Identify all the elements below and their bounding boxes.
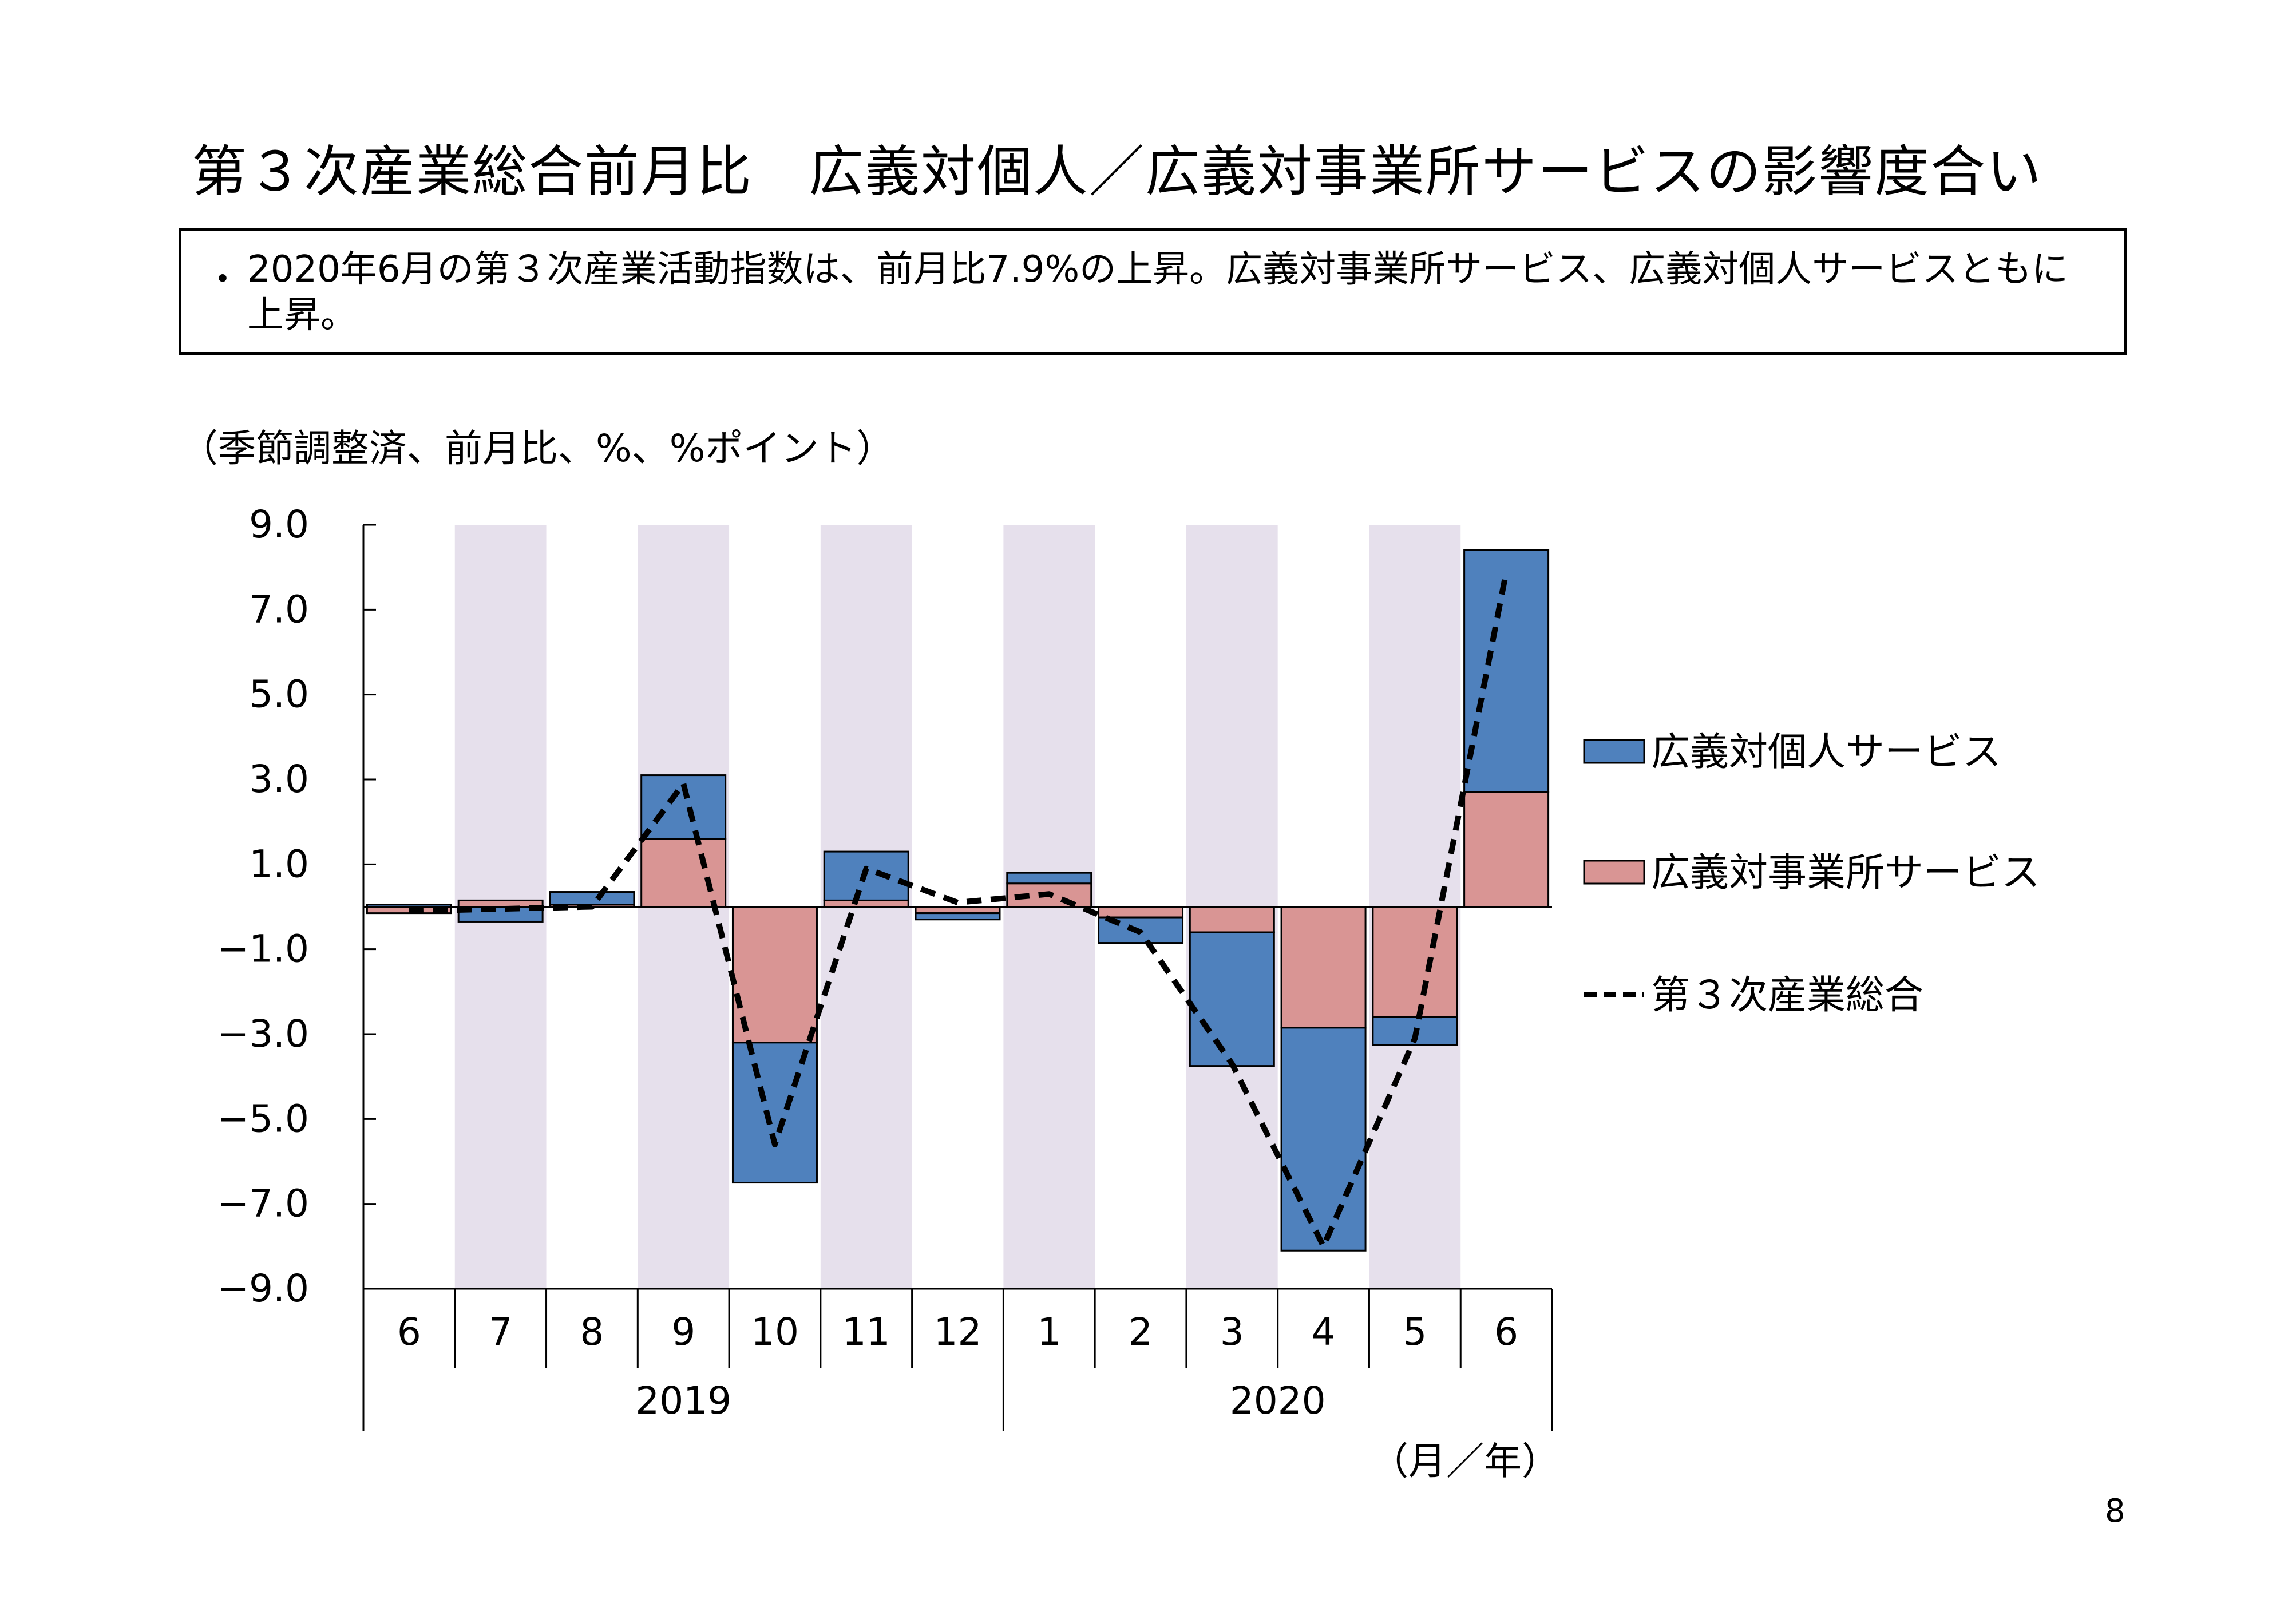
y-tick-label: −3.0 <box>217 1012 309 1056</box>
x-tick-label: 9 <box>671 1310 695 1354</box>
x-tick-label: 5 <box>1403 1310 1427 1354</box>
y-tick-label: 5.0 <box>249 672 309 717</box>
bar-segment-personal <box>549 891 635 906</box>
x-tick-label: 4 <box>1312 1310 1336 1354</box>
bar-segment-business <box>1280 906 1367 1029</box>
y-tick-label: −7.0 <box>217 1182 309 1226</box>
x-tick-label: 3 <box>1220 1310 1244 1354</box>
legend-label: 広義対個人サービス <box>1651 730 2001 775</box>
x-tick-label: 2 <box>1129 1310 1153 1354</box>
line-total-tertiary <box>409 571 1510 1249</box>
y-tick-label: 1.0 <box>249 842 309 886</box>
x-year-label: 2019 <box>635 1379 731 1423</box>
x-tick-label: 10 <box>751 1310 799 1354</box>
unit-note: （季節調整済、前月比、%、%ポイント） <box>180 426 894 470</box>
bar-segment-business <box>640 838 727 908</box>
summary-box: ・ 2020年6月の第３次産業活動指数は、前月比7.9%の上昇。広義対事業所サー… <box>179 228 2127 355</box>
y-tick-label: 7.0 <box>249 587 309 631</box>
bar-segment-personal <box>915 912 1001 921</box>
x-tick-label: 6 <box>1494 1310 1518 1354</box>
x-tick-label: 8 <box>580 1310 604 1354</box>
legend-swatch-business <box>1583 860 1645 885</box>
y-tick-label: −5.0 <box>217 1096 309 1141</box>
x-tick-label: 11 <box>842 1310 890 1354</box>
bar-segment-business <box>915 906 1001 915</box>
y-tick-label: 9.0 <box>249 502 309 547</box>
x-axis-unit: （月／年） <box>1371 1439 1559 1483</box>
page-title: 第３次産業総合前月比 広義対個人／広義対事業所サービスの影響度合い <box>192 140 2042 204</box>
bar-segment-personal <box>640 774 727 840</box>
summary-bullet: ・ <box>204 259 241 301</box>
legend-label: 広義対事業所サービス <box>1651 850 2040 896</box>
bar-segment-business <box>1372 906 1458 1018</box>
legend-swatch-personal <box>1583 739 1645 764</box>
page-number: 8 <box>2105 1493 2125 1530</box>
x-tick-label: 6 <box>397 1310 421 1354</box>
y-tick-label: −1.0 <box>217 927 309 971</box>
summary-text: 2020年6月の第３次産業活動指数は、前月比7.9%の上昇。広義対事業所サービス… <box>247 248 2069 337</box>
bar-segment-business <box>1098 906 1184 919</box>
y-tick-label: −9.0 <box>217 1266 309 1311</box>
x-tick-label: 1 <box>1037 1310 1061 1354</box>
x-tick-label: 7 <box>489 1310 513 1354</box>
bar-segment-business <box>1189 906 1275 933</box>
bar-segment-business <box>731 906 818 1044</box>
bar-segment-personal <box>1463 549 1550 793</box>
bar-segment-personal <box>1189 931 1275 1067</box>
x-year-label: 2020 <box>1230 1379 1326 1423</box>
bar-segment-business <box>823 899 909 908</box>
x-tick-label: 12 <box>934 1310 982 1354</box>
bar-segment-personal <box>731 1042 818 1184</box>
bar-segment-personal <box>1280 1027 1367 1252</box>
bar-segment-personal <box>1006 872 1092 885</box>
bar-segment-business <box>1463 791 1550 908</box>
y-tick-label: 3.0 <box>249 757 309 801</box>
legend-label: 第３次産業総合 <box>1651 973 1923 1018</box>
